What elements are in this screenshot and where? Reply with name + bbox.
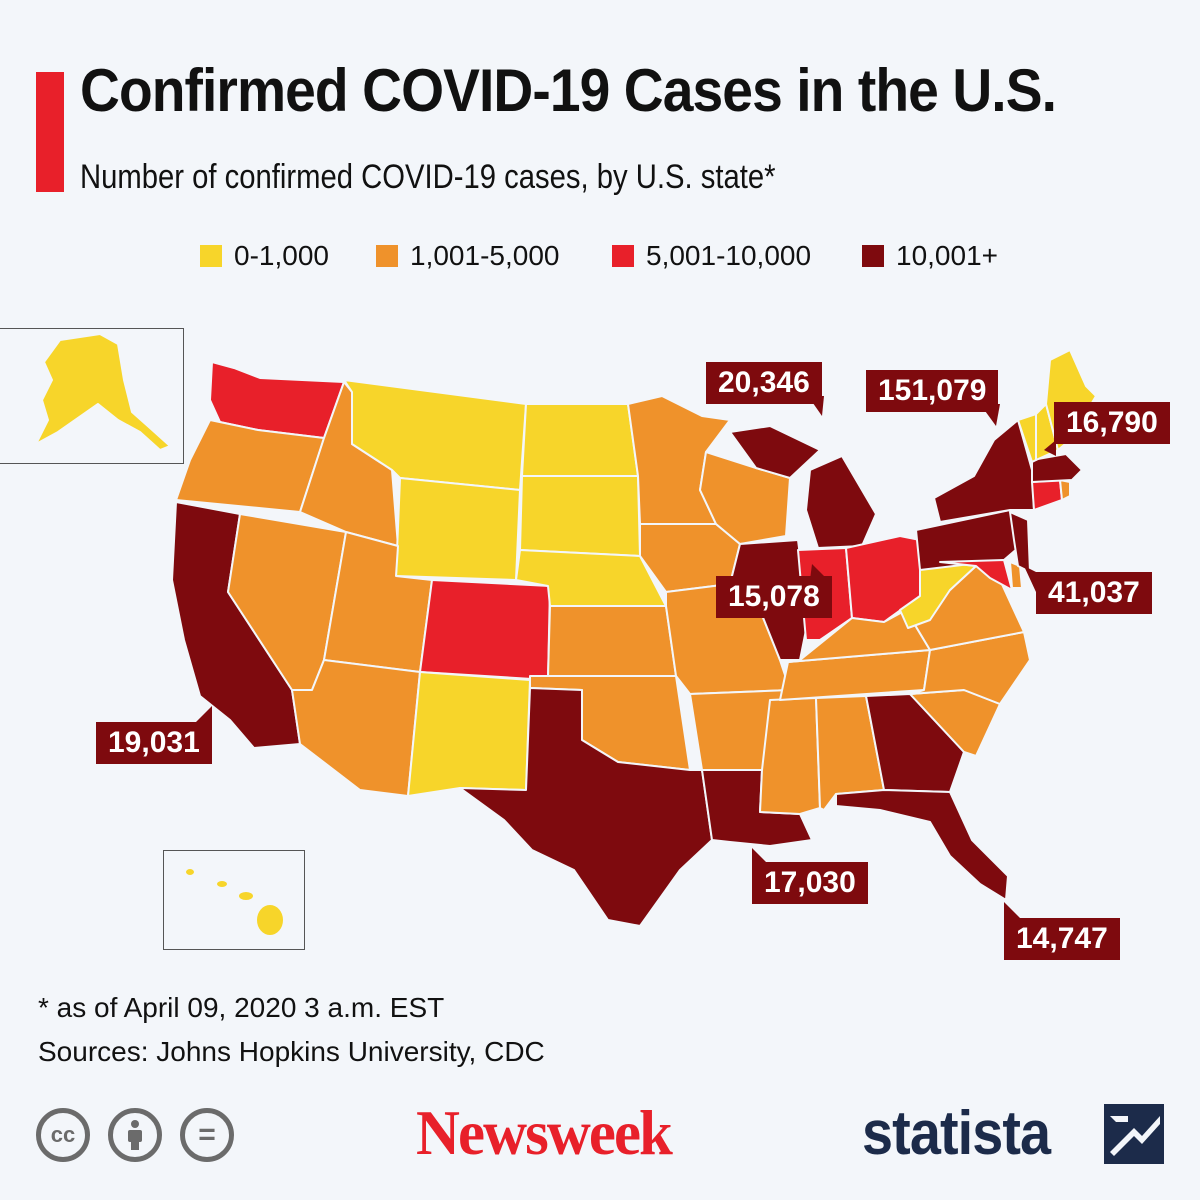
- no-derivatives-icon[interactable]: =: [180, 1108, 234, 1162]
- attribution-icon[interactable]: [108, 1108, 162, 1162]
- sources-note: Sources: Johns Hopkins University, CDC: [38, 1036, 545, 1067]
- state-michigan-upper: [729, 425, 821, 479]
- legend-item-very-high: 10,001+: [862, 240, 998, 272]
- legend-swatch-medium: [376, 245, 398, 267]
- state-south-dakota: [519, 475, 641, 557]
- state-alaska: [35, 333, 171, 451]
- state-wyoming: [395, 477, 521, 581]
- state-new-mexico: [407, 671, 531, 797]
- legend-swatch-low: [200, 245, 222, 267]
- pointer-louisiana: [752, 848, 766, 862]
- state-new-york: [933, 419, 1035, 523]
- page-subtitle: Number of confirmed COVID-19 cases, by U…: [80, 158, 776, 196]
- pointer-florida: [1004, 902, 1020, 918]
- legend-label-medium: 1,001-5,000: [410, 240, 560, 271]
- creative-commons-icon[interactable]: cc: [36, 1108, 90, 1162]
- hawaii-island-kauai: [184, 867, 196, 877]
- legend-label-low: 0-1,000: [234, 240, 329, 271]
- newsweek-logo: Newsweek: [416, 1097, 673, 1168]
- statista-logo: statista: [862, 1099, 1051, 1168]
- legend-item-high: 5,001-10,000: [612, 240, 811, 272]
- legend-item-medium: 1,001-5,000: [376, 240, 559, 272]
- state-michigan: [805, 455, 877, 549]
- footnote: * as of April 09, 2020 3 a.m. EST: [38, 992, 445, 1023]
- legend-label-very-high: 10,001+: [896, 240, 998, 271]
- state-texas: [459, 687, 713, 927]
- state-connecticut: [1031, 479, 1063, 511]
- state-colorado: [419, 579, 551, 681]
- state-hawaii: [184, 867, 285, 937]
- legend-swatch-high: [612, 245, 634, 267]
- person-icon: [128, 1120, 142, 1150]
- callout-california: 19,031: [96, 722, 212, 764]
- title-accent-bar: [36, 72, 64, 192]
- hawaii-island-maui: [237, 890, 255, 902]
- hawaii-inset: [163, 850, 305, 950]
- callout-michigan: 20,346: [706, 362, 822, 404]
- callout-massachusetts: 16,790: [1054, 402, 1170, 444]
- callout-new-jersey: 41,037: [1036, 572, 1152, 614]
- state-new-jersey: [1009, 511, 1031, 573]
- pointer-new-jersey: [1024, 566, 1036, 592]
- state-delaware: [1009, 561, 1023, 589]
- legend-label-high: 5,001-10,000: [646, 240, 812, 271]
- statista-mark-icon: [1104, 1104, 1164, 1164]
- state-rhode-island: [1059, 479, 1071, 501]
- state-georgia: [865, 693, 965, 793]
- callout-illinois: 15,078: [716, 576, 832, 618]
- pointer-california: [196, 706, 212, 722]
- hawaii-island-oahu: [215, 879, 229, 889]
- hawaii-island-big: [255, 903, 285, 937]
- creative-commons-label: cc: [50, 1122, 76, 1147]
- equals-label: =: [198, 1118, 216, 1151]
- state-massachusetts: [1031, 453, 1083, 483]
- legend-item-low: 0-1,000: [200, 240, 329, 272]
- state-maryland: [939, 559, 1013, 591]
- page-title: Confirmed COVID-19 Cases in the U.S.: [80, 57, 1057, 124]
- pointer-massachusetts: [1044, 440, 1056, 456]
- state-north-dakota: [521, 403, 639, 477]
- state-florida: [835, 789, 1009, 901]
- callout-florida: 14,747: [1004, 918, 1120, 960]
- state-kansas: [547, 605, 677, 677]
- callout-louisiana: 17,030: [752, 862, 868, 904]
- legend-swatch-very-high: [862, 245, 884, 267]
- callout-new-york: 151,079: [866, 370, 999, 412]
- state-mississippi: [759, 697, 821, 815]
